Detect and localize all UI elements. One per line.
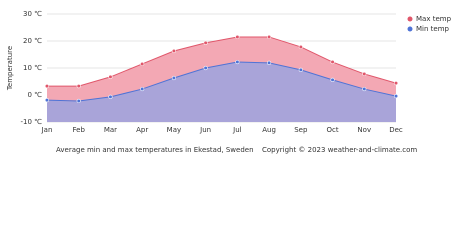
x-tick-label: Mar	[104, 126, 117, 134]
y-tick-label: 20 ℃	[23, 37, 42, 45]
data-point	[266, 60, 272, 65]
x-tick-label: Jan	[41, 126, 53, 134]
area-fill	[47, 62, 396, 122]
x-tick-label: Jun	[199, 126, 211, 134]
y-tick-label: 0 ℃	[27, 91, 42, 99]
data-point	[108, 94, 113, 99]
data-point	[393, 93, 399, 99]
x-tick-label: Oct	[326, 126, 338, 134]
y-axis-label: Temperature	[6, 46, 14, 91]
legend-label: Min temp	[416, 25, 450, 33]
data-point	[235, 34, 240, 40]
data-point	[203, 65, 208, 71]
x-tick-label: Apr	[136, 126, 148, 134]
data-point	[44, 98, 50, 103]
y-tick-label: 30 ℃	[23, 10, 42, 18]
data-point	[44, 83, 50, 89]
data-point	[298, 67, 303, 72]
y-tick-label: -10 ℃	[20, 118, 42, 126]
data-point	[108, 74, 113, 80]
x-tick-label: Jul	[232, 126, 242, 134]
x-tick-label: Aug	[262, 126, 276, 134]
chart: Average min and max temperatures in Ekes…	[6, 10, 452, 154]
data-point	[203, 40, 208, 45]
data-point	[171, 75, 177, 81]
y-tick-label: 10 ℃	[23, 64, 42, 72]
x-tick-label: May	[167, 126, 181, 134]
series-line	[46, 61, 397, 102]
x-tick-label: Dec	[389, 126, 403, 134]
data-point	[330, 77, 335, 82]
legend-label: Max temp	[416, 15, 452, 23]
data-point	[266, 34, 272, 40]
data-point	[76, 98, 81, 104]
data-point	[362, 86, 367, 92]
data-point	[140, 61, 145, 67]
data-point	[171, 48, 177, 54]
data-point	[140, 86, 145, 92]
data-point	[298, 44, 303, 50]
x-tick-label: Feb	[73, 126, 86, 134]
data-point	[393, 81, 399, 86]
data-point	[362, 71, 367, 77]
data-point	[76, 83, 81, 89]
data-point	[235, 59, 240, 65]
data-point	[330, 59, 335, 65]
series-line	[47, 36, 397, 87]
chart-title: Average min and max temperatures in Ekes…	[56, 146, 254, 154]
x-tick-label: Nov	[357, 126, 371, 134]
legend-marker	[407, 16, 413, 22]
legend-marker	[407, 26, 413, 32]
x-tick-label: Sep	[294, 126, 308, 134]
copyright: Copyright © 2023 weather-and-climate.com	[262, 146, 417, 154]
